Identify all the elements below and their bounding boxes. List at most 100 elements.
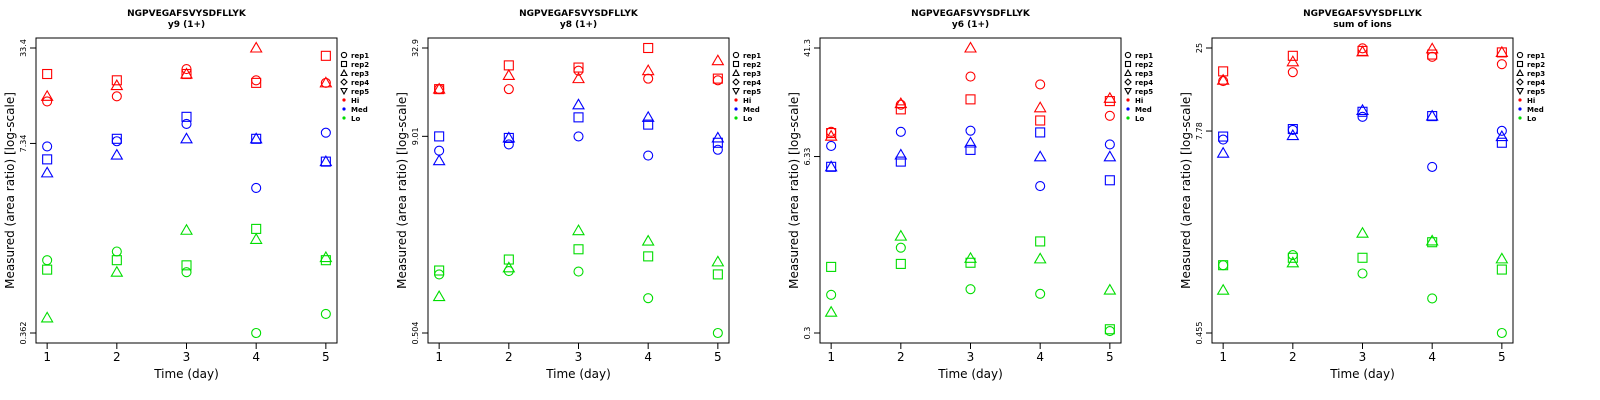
data-point-med-rep2 (1218, 131, 1229, 142)
data-point-lo-rep2 (503, 254, 514, 265)
legend-label: rep5 (1135, 88, 1153, 96)
legend-label: rep2 (1527, 61, 1545, 69)
data-point-med-rep1 (251, 182, 262, 194)
data-point-med-rep1 (503, 139, 514, 150)
x-tick-label: 2 (897, 350, 905, 364)
legend-marker (732, 60, 740, 68)
data-point-hi-rep3 (502, 68, 516, 80)
legend-marker (732, 78, 740, 86)
data-point-med-rep2 (895, 156, 906, 167)
data-point-lo-rep1 (826, 289, 837, 300)
legend-label: Hi (1135, 97, 1143, 105)
x-tick-label: 2 (113, 350, 121, 364)
data-point-hi-rep1 (1287, 67, 1298, 78)
data-point-med-rep1 (573, 131, 584, 142)
data-point-lo-rep2 (42, 264, 53, 275)
legend-label: rep4 (1527, 79, 1545, 87)
data-point-hi-rep3 (894, 97, 908, 109)
data-point-lo-rep3 (894, 229, 908, 241)
data-point-lo-rep3 (1286, 256, 1300, 268)
chart-subtitle: y8 (1+) (560, 20, 597, 30)
legend-label: rep3 (1135, 70, 1153, 78)
y-tick-label: 0.3 (803, 327, 812, 340)
legend-marker (342, 107, 346, 111)
data-point-lo-rep1 (1496, 327, 1507, 339)
data-point-lo-rep3 (964, 251, 977, 263)
data-point-med-rep1 (42, 141, 53, 152)
data-point-hi-rep3 (964, 41, 977, 53)
data-point-lo-rep3 (641, 234, 655, 246)
data-point-hi-rep1 (1218, 76, 1229, 87)
data-point-hi-rep2 (1287, 50, 1298, 61)
data-point-med-rep2 (643, 119, 654, 130)
data-point-lo-rep1 (1357, 268, 1368, 279)
data-point-lo-rep3 (502, 261, 516, 273)
data-point-lo-rep2 (1218, 260, 1229, 271)
data-point-med-rep1 (320, 127, 331, 138)
data-point-hi-rep2 (1218, 66, 1229, 77)
data-point-lo-rep1 (1218, 260, 1229, 271)
data-point-lo-rep2 (111, 255, 122, 266)
legend-label: rep5 (743, 88, 761, 96)
data-point-lo-rep2 (643, 251, 654, 262)
data-point-med-rep2 (573, 112, 584, 123)
data-point-hi-rep2 (1427, 49, 1438, 60)
data-point-med-rep3 (711, 131, 725, 143)
data-point-med-rep1 (643, 150, 654, 161)
data-point-lo-rep2 (895, 258, 906, 269)
legend-label: Lo (1135, 115, 1144, 123)
data-point-hi-rep1 (1427, 51, 1438, 62)
x-tick-label: 3 (1359, 350, 1367, 364)
data-point-lo-rep1 (42, 255, 53, 266)
legend-marker (1518, 116, 1522, 120)
data-point-med-rep1 (1035, 181, 1046, 192)
y-tick-label: 0.504 (411, 322, 420, 345)
data-point-lo-rep3 (319, 250, 333, 263)
y-tick-label: 9.01 (411, 127, 420, 145)
data-point-med-rep3 (40, 166, 54, 178)
x-tick-label: 4 (252, 350, 260, 364)
data-point-med-rep3 (432, 154, 446, 166)
data-point-lo-rep1 (434, 269, 445, 280)
data-point-med-rep1 (965, 125, 976, 136)
legend-label: rep3 (743, 70, 761, 78)
legend-marker (1124, 68, 1132, 77)
data-point-med-rep2 (1035, 127, 1046, 138)
legend-label: Hi (743, 97, 751, 105)
data-point-lo-rep2 (434, 265, 445, 276)
x-tick-label: 5 (1498, 350, 1506, 364)
legend-marker (340, 60, 348, 68)
plot-frame (819, 37, 1122, 344)
data-point-med-rep2 (1287, 124, 1298, 135)
x-tick-label: 1 (43, 350, 51, 364)
data-point-hi-rep1 (42, 96, 53, 107)
data-point-lo-rep3 (1356, 226, 1369, 238)
data-point-hi-rep3 (110, 78, 124, 91)
data-point-med-rep1 (712, 144, 723, 155)
data-point-lo-rep3 (1033, 252, 1047, 264)
x-axis-label: Time (day) (937, 367, 1003, 381)
data-point-hi-rep1 (1496, 59, 1507, 70)
data-point-lo-rep3 (110, 265, 124, 277)
legend-marker (732, 68, 740, 77)
x-tick-label: 4 (1036, 350, 1044, 364)
x-tick-label: 1 (1219, 350, 1227, 364)
legend-label: Hi (351, 97, 359, 105)
legend-label: rep4 (1135, 79, 1153, 87)
chart-subtitle: y6 (1+) (952, 20, 989, 30)
x-axis-label: Time (day) (153, 367, 219, 381)
legend-label: Med (1135, 106, 1152, 114)
legend-marker (1516, 51, 1524, 59)
legend-marker (1516, 87, 1524, 96)
y-tick-label: 33.4 (19, 39, 28, 57)
x-tick-label: 3 (967, 350, 975, 364)
x-tick-label: 4 (644, 350, 652, 364)
data-point-hi-rep2 (826, 127, 837, 139)
data-point-med-rep3 (502, 131, 516, 143)
data-point-hi-rep1 (1035, 79, 1046, 90)
y-tick-label: 32.9 (411, 39, 420, 57)
legend-label: rep4 (743, 79, 761, 87)
